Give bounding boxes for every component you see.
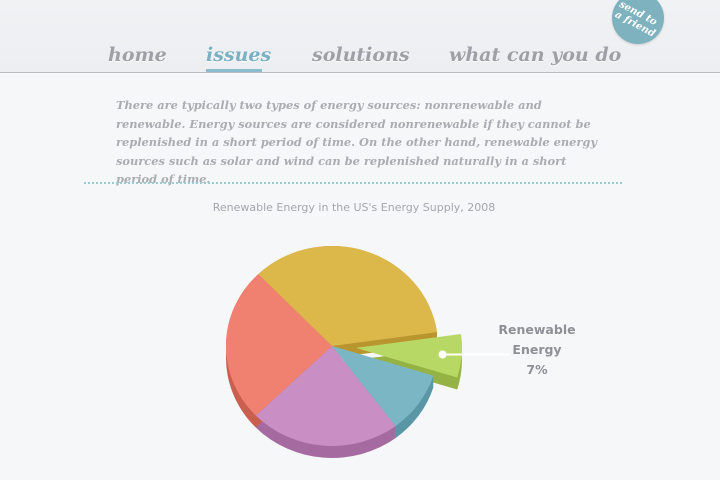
dotted-divider xyxy=(84,182,622,184)
top-navigation-bar xyxy=(0,0,720,73)
pie-slice-3 xyxy=(225,274,332,416)
nav-home[interactable]: home xyxy=(108,44,167,66)
nav-solutions[interactable]: solutions xyxy=(312,44,410,66)
pie-slice-0 xyxy=(355,334,462,378)
intro-paragraph: There are typically two types of energy … xyxy=(116,98,598,186)
pie-slice-1 xyxy=(332,346,434,427)
nav-issues[interactable]: issues xyxy=(206,44,272,66)
label-value: 7% xyxy=(526,362,548,377)
send-to-friend-button[interactable]: send to a friend xyxy=(612,0,664,44)
callout-dot xyxy=(438,350,447,359)
nav-what-can-you-do[interactable]: what can you do xyxy=(449,44,622,66)
renewable-energy-label: Renewable Energy 7% xyxy=(490,320,584,380)
nav-active-indicator xyxy=(206,69,262,72)
chart-title: Renewable Energy in the US's Energy Supp… xyxy=(212,201,496,214)
label-line1: Renewable xyxy=(498,322,576,337)
pie-slice-4 xyxy=(258,245,437,346)
label-line2: Energy xyxy=(512,342,562,357)
pie-slice-2 xyxy=(255,346,396,447)
